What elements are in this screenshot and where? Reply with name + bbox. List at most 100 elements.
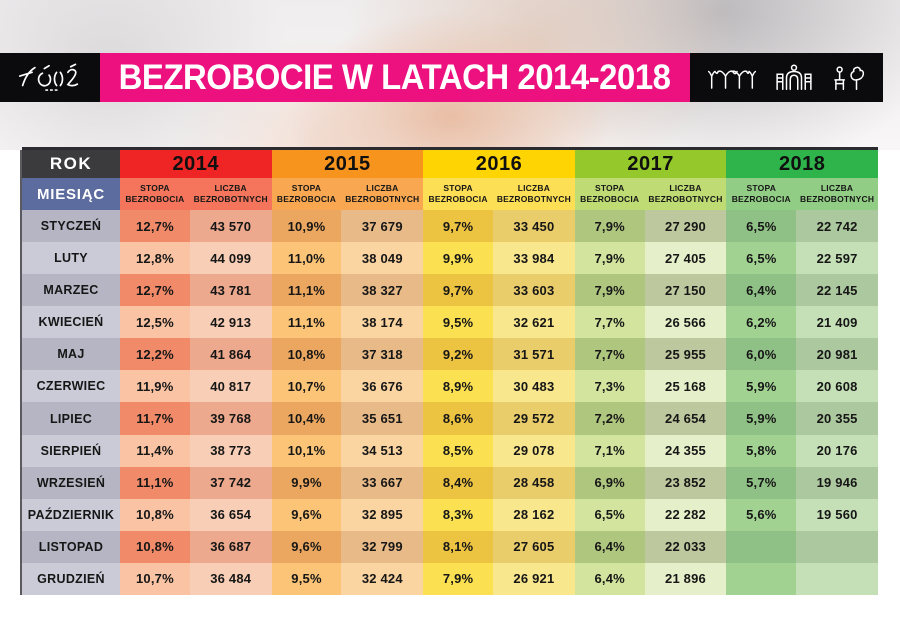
month-label: MARZEC xyxy=(22,274,120,307)
count-cell-2015: 32 895 xyxy=(341,498,424,531)
count-cell-2014: 38 773 xyxy=(189,434,272,467)
rate-cell-2016: 7,9% xyxy=(423,562,494,595)
year-header-2017: 2017 xyxy=(574,150,727,178)
rate-cell-2015: 10,1% xyxy=(271,434,342,467)
rate-cell-2018: 5,9% xyxy=(726,370,797,403)
count-cell-2016: 32 621 xyxy=(493,306,575,339)
count-cell-2015: 32 799 xyxy=(341,530,424,563)
rate-cell-2014: 12,7% xyxy=(120,274,190,307)
count-cell-2018: 19 560 xyxy=(796,498,878,531)
unemployment-table: ROK 2014 2015 2016 2017 2018 MIESIĄC STOPA BEZRO… xyxy=(22,150,878,595)
header-bar: BEZROBOCIE W LATACH 2014-2018 xyxy=(0,53,900,102)
count-cell-2015: 38 327 xyxy=(341,274,424,307)
title-bar: BEZROBOCIE W LATACH 2014-2018 xyxy=(100,53,690,102)
rate-cell-2016: 9,7% xyxy=(423,210,494,243)
count-cell-2018: 20 355 xyxy=(796,402,878,435)
count-cell-2016: 26 921 xyxy=(493,562,575,595)
rate-cell-2014: 10,8% xyxy=(120,530,190,563)
rate-cell-2015: 11,1% xyxy=(271,306,342,339)
table-top-border xyxy=(22,147,878,150)
rate-cell-2016: 9,5% xyxy=(423,306,494,339)
rate-cell-2016: 9,7% xyxy=(423,274,494,307)
month-label: KWIECIEŃ xyxy=(22,306,120,339)
month-label: SIERPIEŃ xyxy=(22,434,120,467)
count-cell-2014: 44 099 xyxy=(189,242,272,275)
count-cell-2014: 36 654 xyxy=(189,498,272,531)
rate-cell-2018 xyxy=(726,530,797,563)
count-cell-2015: 37 679 xyxy=(341,210,424,243)
corner-rok: ROK xyxy=(22,150,120,178)
count-cell-2017: 23 852 xyxy=(644,466,727,499)
rate-cell-2017: 7,3% xyxy=(574,370,645,403)
rate-cell-2016: 8,4% xyxy=(423,466,494,499)
count-cell-2017: 22 282 xyxy=(644,498,727,531)
count-cell-2014: 43 781 xyxy=(189,274,272,307)
rate-cell-2016: 9,2% xyxy=(423,338,494,371)
count-cell-2017: 27 405 xyxy=(644,242,727,275)
rate-cell-2016: 8,9% xyxy=(423,370,494,403)
count-cell-2017: 27 150 xyxy=(644,274,727,307)
gate-icon xyxy=(775,64,812,90)
count-cell-2015: 35 651 xyxy=(341,402,424,435)
rate-cell-2014: 11,4% xyxy=(120,434,190,467)
rate-cell-2015: 10,4% xyxy=(271,402,342,435)
count-cell-2018: 19 946 xyxy=(796,466,878,499)
lodz-logo xyxy=(0,53,100,102)
count-cell-2015: 36 676 xyxy=(341,370,424,403)
count-cell-2017: 24 654 xyxy=(644,402,727,435)
count-cell-2015: 38 049 xyxy=(341,242,424,275)
rate-cell-2018: 5,6% xyxy=(726,498,797,531)
count-cell-2015: 34 513 xyxy=(341,434,424,467)
rate-cell-2018 xyxy=(726,562,797,595)
rate-cell-2014: 10,7% xyxy=(120,562,190,595)
rate-cell-2015: 9,6% xyxy=(271,498,342,531)
rate-cell-2016: 8,3% xyxy=(423,498,494,531)
count-cell-2017: 22 033 xyxy=(644,530,727,563)
month-label: LUTY xyxy=(22,242,120,275)
rate-cell-2016: 8,1% xyxy=(423,530,494,563)
rate-cell-2017: 6,4% xyxy=(574,530,645,563)
rate-cell-2017: 7,7% xyxy=(574,306,645,339)
rate-cell-2015: 11,0% xyxy=(271,242,342,275)
year-header-2014: 2014 xyxy=(120,150,272,178)
month-label: CZERWIEC xyxy=(22,370,120,403)
count-cell-2015: 38 174 xyxy=(341,306,424,339)
rate-cell-2017: 7,7% xyxy=(574,338,645,371)
count-cell-2016: 29 572 xyxy=(493,402,575,435)
rate-cell-2018: 6,2% xyxy=(726,306,797,339)
count-cell-2015: 32 424 xyxy=(341,562,424,595)
count-cell-2014: 37 742 xyxy=(189,466,272,499)
count-cell-2018: 21 409 xyxy=(796,306,878,339)
rate-cell-2015: 9,9% xyxy=(271,466,342,499)
month-label: GRUDZIEŃ xyxy=(22,562,120,595)
count-cell-2017: 25 168 xyxy=(644,370,727,403)
rate-cell-2014: 11,7% xyxy=(120,402,190,435)
rate-cell-2018: 6,4% xyxy=(726,274,797,307)
rate-cell-2018: 5,9% xyxy=(726,402,797,435)
rate-cell-2017: 6,4% xyxy=(574,562,645,595)
count-cell-2016: 33 450 xyxy=(493,210,575,243)
rate-cell-2014: 12,8% xyxy=(120,242,190,275)
subheader-count-2017: LICZBA BEZROBOTNYCH xyxy=(644,178,727,210)
park-icon xyxy=(833,65,864,90)
count-cell-2014: 40 817 xyxy=(189,370,272,403)
count-cell-2016: 27 605 xyxy=(493,530,575,563)
count-cell-2017: 24 355 xyxy=(644,434,727,467)
rate-cell-2014: 11,1% xyxy=(120,466,190,499)
subheader-count-2018: LICZBA BEZROBOTNYCH xyxy=(796,178,878,210)
month-label: LISTOPAD xyxy=(22,530,120,563)
count-cell-2014: 41 864 xyxy=(189,338,272,371)
count-cell-2018: 20 176 xyxy=(796,434,878,467)
rate-cell-2015: 10,8% xyxy=(271,338,342,371)
rate-cell-2014: 11,9% xyxy=(120,370,190,403)
count-cell-2018: 22 597 xyxy=(796,242,878,275)
subheader-rate-2015: STOPA BEZROBOCIA xyxy=(271,178,342,210)
month-label: PAŹDZIERNIK xyxy=(22,498,120,531)
count-cell-2014: 39 768 xyxy=(189,402,272,435)
count-cell-2016: 28 162 xyxy=(493,498,575,531)
count-cell-2016: 30 483 xyxy=(493,370,575,403)
station-canopy-icon xyxy=(707,69,756,89)
rate-cell-2015: 10,9% xyxy=(271,210,342,243)
rate-cell-2017: 7,2% xyxy=(574,402,645,435)
rate-cell-2015: 10,7% xyxy=(271,370,342,403)
